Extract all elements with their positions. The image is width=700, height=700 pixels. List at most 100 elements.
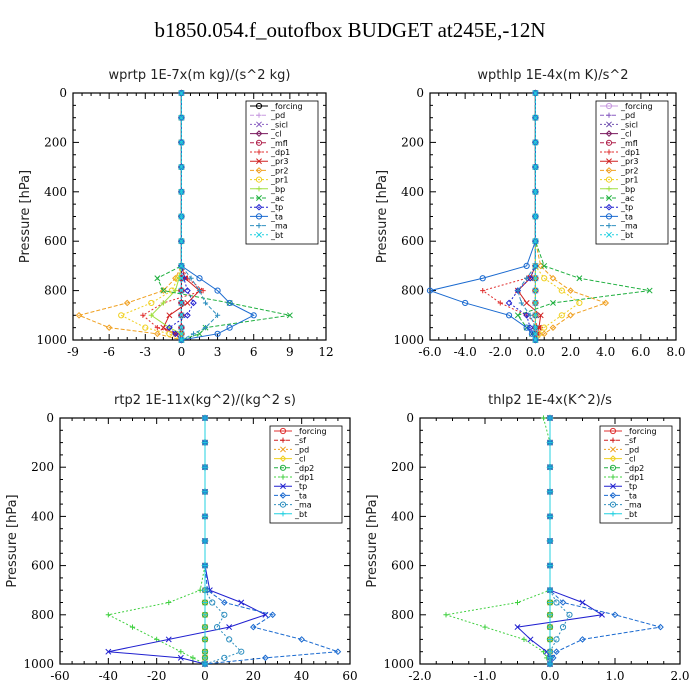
legend-marker xyxy=(610,446,616,453)
legend-entry: _cl xyxy=(270,130,282,139)
legend: _forcing_pd_sicl_cl_mfl_dp1_pr3_pr2_pr1_… xyxy=(245,100,319,245)
y-tick-label: 400 xyxy=(44,185,67,199)
data-point xyxy=(540,415,547,421)
data-point xyxy=(238,648,245,655)
data-point xyxy=(547,464,553,470)
series-pr2 xyxy=(75,89,185,344)
data-point xyxy=(646,287,653,294)
y-tick-label: 600 xyxy=(401,234,424,248)
legend-marker xyxy=(606,186,612,192)
legend-entry: _ma xyxy=(294,501,312,510)
data-point xyxy=(482,624,488,630)
legend-marker xyxy=(605,102,613,110)
series-bt xyxy=(178,90,185,343)
data-point xyxy=(547,661,553,667)
data-point xyxy=(165,636,172,643)
data-point xyxy=(443,612,449,618)
series-line xyxy=(516,418,604,664)
legend-entry: _pd xyxy=(294,445,309,454)
data-point xyxy=(426,287,434,294)
legend-entry: _pr2 xyxy=(620,166,638,175)
data-point xyxy=(537,262,545,270)
legend-entry: _sicl xyxy=(270,120,288,129)
data-point xyxy=(188,275,194,281)
data-point xyxy=(178,287,185,294)
legend-entry: _pr1 xyxy=(620,176,638,185)
series-line xyxy=(106,418,206,665)
data-point xyxy=(540,649,547,655)
data-point xyxy=(547,563,553,569)
data-point xyxy=(178,114,185,121)
series-bt xyxy=(532,90,539,343)
legend-marker xyxy=(256,223,262,229)
data-point xyxy=(599,611,605,618)
data-point xyxy=(559,599,567,606)
legend-entry: _tp xyxy=(270,203,283,212)
series-pr3 xyxy=(514,90,544,343)
legend-marker xyxy=(256,186,262,192)
data-point xyxy=(505,312,513,319)
data-point xyxy=(202,655,208,661)
legend: _forcing_sf_pd_cl_dp2_dp1_tp_ta_ma_bt xyxy=(269,425,343,524)
x-tick-label: -20 xyxy=(147,669,166,683)
data-point xyxy=(537,312,544,319)
data-point xyxy=(172,288,179,294)
data-point xyxy=(166,599,172,606)
data-point xyxy=(547,612,553,618)
data-point xyxy=(547,538,553,544)
data-point xyxy=(532,188,539,195)
data-point xyxy=(172,274,179,282)
series-dp1 xyxy=(105,415,208,667)
legend-entry: _bp xyxy=(270,185,285,194)
legend: _forcing_pd_sicl_cl_mfl_dp1_pr3_pr2_pr1_… xyxy=(595,100,669,245)
data-point xyxy=(657,623,664,631)
data-point xyxy=(524,275,530,281)
panel-title: thlp2 1E-4x(K^2)/s xyxy=(488,393,612,408)
legend-marker xyxy=(606,149,612,155)
data-point xyxy=(480,288,486,294)
data-point xyxy=(547,655,553,661)
legend-entry: _sicl xyxy=(620,120,638,129)
data-point xyxy=(154,325,160,331)
data-point xyxy=(105,324,113,331)
x-tick-label: -3 xyxy=(139,345,151,359)
legend-marker xyxy=(605,139,613,146)
data-point xyxy=(532,299,539,306)
legend-marker xyxy=(279,501,287,508)
data-point xyxy=(238,599,245,606)
data-point xyxy=(178,164,185,171)
data-point xyxy=(532,312,539,319)
legend-marker xyxy=(280,446,286,453)
data-point xyxy=(286,312,293,319)
legend-marker xyxy=(606,223,612,229)
data-point xyxy=(549,274,557,282)
data-point xyxy=(178,262,185,269)
data-point xyxy=(178,275,185,282)
x-tick-label: 9 xyxy=(286,345,294,359)
legend-entry: _ta xyxy=(620,212,633,221)
data-point xyxy=(532,262,539,269)
x-tick-label: 1.0 xyxy=(605,669,624,683)
data-point xyxy=(553,599,560,606)
legend-marker xyxy=(605,167,613,174)
data-point xyxy=(178,299,185,306)
data-point xyxy=(190,655,196,661)
data-point xyxy=(202,624,208,630)
x-tick-label: 3 xyxy=(214,345,222,359)
data-point xyxy=(202,587,208,593)
data-point xyxy=(547,440,553,446)
legend-entry: _cl xyxy=(620,130,632,139)
legend-entry: _tp xyxy=(620,203,633,212)
data-point xyxy=(334,648,342,656)
data-point xyxy=(204,586,211,594)
series-line xyxy=(534,93,581,341)
data-point xyxy=(269,611,276,619)
legend-entry: _ta xyxy=(624,491,637,500)
series-line xyxy=(142,93,205,341)
legend-entry: _pd xyxy=(270,111,285,120)
y-tick-label: 200 xyxy=(31,460,54,474)
data-point xyxy=(540,330,548,338)
x-tick-label: 4.0 xyxy=(596,345,615,359)
y-tick-label: 400 xyxy=(31,509,54,523)
